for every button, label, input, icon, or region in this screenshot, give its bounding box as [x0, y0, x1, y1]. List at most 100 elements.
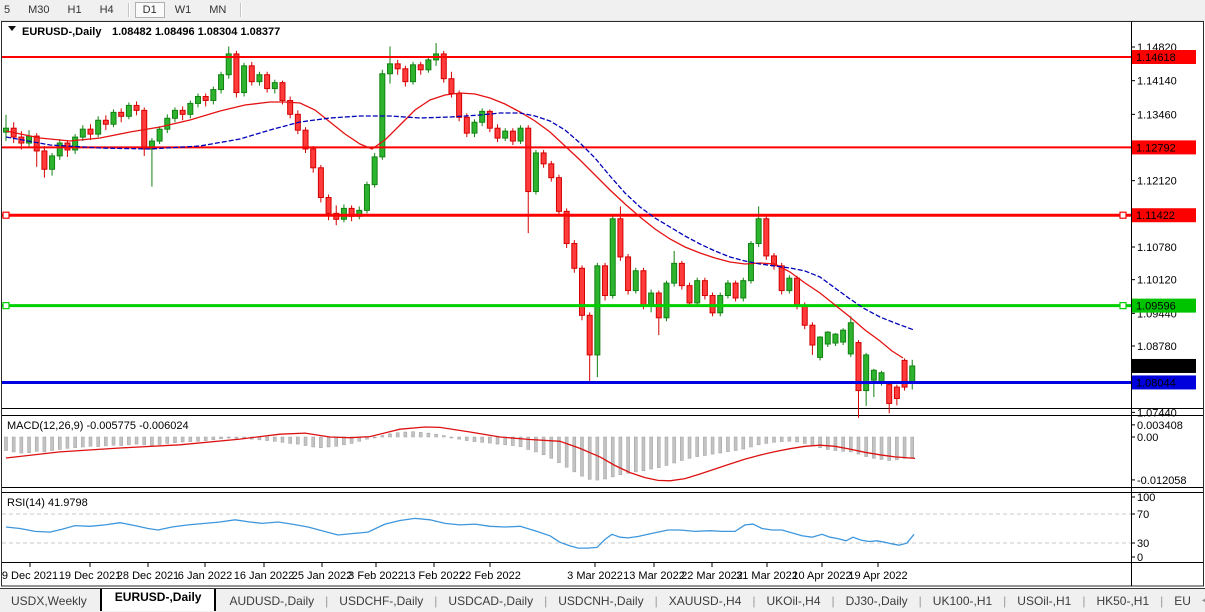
candle-body-down	[179, 109, 186, 115]
macd-bar	[411, 431, 415, 438]
macd-bar	[603, 436, 607, 480]
rsi-tick-label: 70	[1137, 509, 1149, 521]
candle-body-up	[187, 102, 194, 115]
timeframe-button-5[interactable]: 5	[4, 4, 11, 16]
macd-bar	[372, 436, 377, 439]
tab-uk100-h1[interactable]: UK100-,H1	[932, 593, 993, 608]
tab-usdcad-daily[interactable]: USDCAD-,Daily	[448, 593, 534, 608]
macd-bar	[610, 436, 615, 478]
candle-body-up	[156, 128, 163, 142]
candle-body-up	[609, 218, 616, 297]
hlines-layer[interactable]	[2, 56, 1131, 384]
hline-handle[interactable]	[1119, 302, 1127, 310]
hline-handle[interactable]	[2, 211, 10, 219]
macd-bar	[50, 436, 54, 451]
macd-bar	[311, 436, 315, 448]
macd-bar	[772, 436, 776, 443]
candle-body-up	[755, 218, 762, 245]
tab-eurusd-daily[interactable]: EURUSD-,Daily	[99, 589, 217, 611]
candle-body-down	[279, 82, 286, 101]
toolbar-separator	[127, 3, 129, 17]
macd-bar	[65, 436, 70, 449]
macd-bar	[687, 436, 692, 459]
candle-body-down	[87, 128, 94, 135]
candle-body-up	[95, 119, 102, 135]
tab-hk50-h1[interactable]: HK50-,H1	[1096, 593, 1150, 608]
tab-eu[interactable]: EU	[1174, 593, 1191, 608]
symbol-expander-icon[interactable]	[8, 26, 16, 31]
macd-bar	[134, 436, 139, 445]
hline-handle[interactable]	[1119, 211, 1127, 219]
candle-body-up	[471, 121, 478, 134]
timeframe-button-MN[interactable]: MN	[209, 4, 227, 16]
macd-bar	[111, 436, 116, 446]
tab-usdx-weekly[interactable]: USDX,Weekly	[11, 593, 87, 608]
tab-audusd-daily[interactable]: AUDUSD-,Daily	[229, 593, 315, 608]
macd-bar	[27, 436, 31, 453]
tab-xauusd-h4[interactable]: XAUUSD-,H4	[668, 593, 742, 608]
price-flag-bg	[1132, 140, 1196, 155]
candle-body-down	[555, 177, 562, 212]
tab-usoil-h1[interactable]: USOil-,H1	[1017, 593, 1072, 608]
macd-bar	[864, 436, 868, 457]
macd-bar	[572, 436, 577, 473]
candle-body-up	[56, 142, 63, 157]
macd-bar	[557, 436, 561, 463]
date-label: 22 Feb 2022	[459, 570, 521, 582]
tab-usdchf-daily[interactable]: USDCHF-,Daily	[339, 593, 424, 608]
candle-body-down	[617, 218, 624, 258]
macd-bar	[733, 436, 738, 451]
tab-ukoil-h4[interactable]: UKOil-,H4	[766, 593, 821, 608]
macd-bar	[695, 436, 699, 457]
tab-divider: |	[1082, 593, 1086, 608]
macd-bar	[564, 436, 569, 468]
timeframe-button-D1[interactable]: D1	[134, 2, 165, 18]
macd-bar	[657, 436, 661, 468]
candle-body-up	[241, 65, 248, 94]
tab-divider: |	[434, 593, 438, 608]
price-flag-label: 1.12792	[1136, 142, 1176, 154]
price-flag-label: 1.09596	[1136, 301, 1176, 313]
candle-body-up	[847, 322, 854, 355]
tab-usdcnh-daily[interactable]: USDCNH-,Daily	[558, 593, 644, 608]
macd-bar	[465, 436, 469, 441]
candle-body-down	[809, 324, 816, 346]
rsi-tick-label: 100	[1137, 492, 1155, 504]
macd-bar	[319, 436, 323, 448]
date-label: 31 Mar 2022	[736, 570, 798, 582]
rsi-tick-label: 30	[1137, 538, 1149, 550]
macd-bar	[672, 436, 676, 464]
hline-handle[interactable]	[2, 302, 10, 310]
macd-bar	[887, 436, 891, 461]
timeframe-button-H4[interactable]: H4	[99, 4, 114, 16]
candle-body-down	[233, 53, 240, 94]
candle-body-up	[870, 369, 877, 381]
macd-bar	[380, 435, 385, 438]
macd-bar	[710, 436, 715, 455]
macd-layer	[4, 426, 916, 482]
candle-body-up	[479, 110, 486, 123]
macd-bar	[580, 436, 584, 477]
timeframe-button-H1[interactable]: H1	[67, 4, 82, 16]
candle-body-up	[171, 109, 178, 119]
tab-dj30-daily[interactable]: DJ30-,Daily	[845, 593, 908, 608]
timeframe-toolbar: 5 M30 H1 H4 D1 W1 MN	[0, 0, 1205, 21]
macd-bar	[902, 436, 907, 459]
candle-body-down	[563, 210, 570, 245]
tab-scroll-left-icon[interactable]: ◂	[1202, 595, 1205, 606]
price-flag-label: 1.11422	[1136, 210, 1175, 222]
timeframe-button-M30[interactable]: M30	[28, 4, 50, 16]
rsi-grid-layer	[2, 513, 1131, 544]
candle-body-up	[425, 59, 432, 71]
macd-bar	[188, 436, 193, 442]
macd-bar	[288, 436, 292, 444]
timeframe-button-W1[interactable]: W1	[174, 4, 192, 16]
macd-bar	[219, 436, 223, 440]
candle-body-up	[164, 117, 171, 130]
date-label: 13 Mar 2022	[623, 570, 685, 582]
macd-bar	[34, 436, 39, 452]
macd-bar	[649, 436, 653, 470]
date-label: 25 Jan 2022	[292, 570, 353, 582]
